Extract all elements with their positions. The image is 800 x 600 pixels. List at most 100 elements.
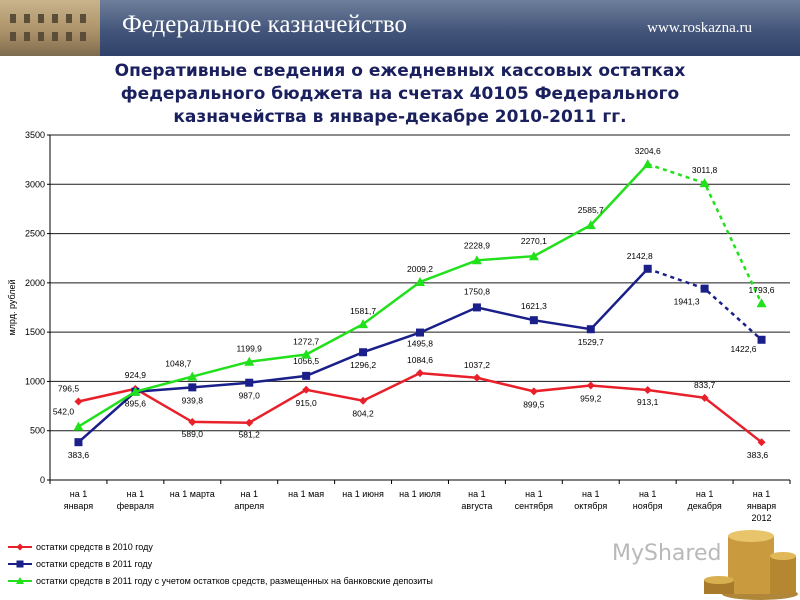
data-point	[188, 383, 197, 392]
data-point	[643, 385, 652, 394]
data-point	[301, 349, 312, 359]
data-label: 1621,3	[521, 301, 547, 311]
data-label: 895,6	[125, 399, 147, 409]
y-tick-label: 3500	[25, 130, 45, 140]
data-label: 1793,6	[749, 285, 775, 295]
data-point	[188, 417, 197, 426]
data-label: 1750,8	[464, 286, 490, 296]
data-label: 2009,2	[407, 264, 433, 274]
coins-image	[704, 530, 798, 600]
y-tick-label: 3000	[25, 179, 45, 189]
data-point	[416, 369, 424, 378]
data-label: 1296,2	[350, 360, 376, 370]
data-point	[359, 396, 368, 405]
data-point	[74, 438, 83, 447]
x-tick-label: на 1	[582, 489, 599, 499]
data-point	[73, 421, 84, 431]
data-point	[187, 371, 198, 381]
data-label: 1495,8	[407, 339, 433, 349]
data-label: 1199,9	[237, 344, 263, 354]
data-label: 2228,9	[464, 240, 490, 250]
y-tick-label: 0	[40, 475, 45, 485]
data-label: 2585,7	[578, 205, 604, 215]
data-point	[586, 381, 595, 390]
data-label: 581,2	[239, 430, 261, 440]
data-point	[245, 418, 254, 427]
data-label: 1037,2	[464, 360, 490, 370]
x-tick-label: на 1	[696, 489, 713, 499]
x-tick-label: октября	[574, 501, 607, 511]
data-label: 1581,7	[350, 306, 376, 316]
data-point	[585, 220, 596, 230]
legend-label: остатки средств в 2011 году с учетом ост…	[36, 576, 433, 586]
x-tick-label: февраля	[117, 501, 154, 511]
x-tick-label: на 1 мая	[288, 489, 324, 499]
data-label: 804,2	[352, 409, 374, 419]
data-point	[472, 303, 481, 312]
x-tick-label: апреля	[234, 501, 264, 511]
x-tick-label: на 1	[240, 489, 257, 499]
x-tick-label: января	[64, 501, 93, 511]
data-label: 589,0	[182, 429, 204, 439]
data-label: 3011,8	[692, 165, 718, 175]
y-tick-label: 2500	[25, 229, 45, 239]
data-label: 383,6	[68, 450, 90, 460]
x-tick-label: декабря	[687, 501, 721, 511]
y-tick-label: 500	[30, 426, 45, 436]
x-tick-label: на 1 марта	[170, 489, 215, 499]
legend-marker	[16, 560, 24, 568]
data-point	[416, 328, 424, 337]
data-label: 924,9	[125, 370, 147, 380]
x-tick-label: августа	[461, 501, 492, 511]
x-tick-label: на 1	[127, 489, 144, 499]
data-point	[699, 178, 710, 188]
x-tick-label: на 1 июля	[399, 489, 441, 499]
building-image	[0, 0, 100, 56]
data-label: 1048,7	[165, 359, 191, 369]
data-label: 542,0	[53, 407, 75, 417]
legend-marker	[16, 577, 24, 584]
data-label: 1272,7	[293, 337, 319, 347]
brand-title: Федеральное казначейство	[122, 11, 407, 38]
x-tick-label: января	[747, 501, 776, 511]
series-line-dashed	[647, 267, 763, 341]
legend-label: остатки средств в 2011 году	[36, 559, 153, 569]
y-tick-label: 2000	[25, 278, 45, 288]
y-axis-label: млрд. рублей	[7, 279, 17, 335]
data-point	[415, 276, 425, 286]
y-tick-label: 1500	[25, 327, 45, 337]
y-tick-label: 1000	[25, 376, 45, 386]
data-point	[528, 251, 539, 261]
data-point	[642, 159, 653, 169]
site-url[interactable]: www.roskazna.ru	[647, 20, 752, 36]
x-tick-label: на 1	[70, 489, 87, 499]
x-tick-label: 2012	[752, 513, 772, 523]
data-label: 3204,6	[635, 146, 661, 156]
data-label: 796,5	[58, 383, 80, 393]
data-point	[130, 386, 141, 396]
data-point	[472, 373, 481, 382]
watermark: MyShared	[612, 541, 722, 566]
data-label: 915,0	[296, 398, 318, 408]
data-label: 2270,1	[521, 236, 547, 246]
legend-label: остатки средств в 2010 году	[36, 542, 153, 552]
data-label: 383,6	[747, 450, 769, 460]
data-label: 899,5	[523, 399, 545, 409]
x-tick-label: на 1	[639, 489, 656, 499]
header-banner: Федеральное казначейство www.roskazna.ru	[0, 0, 800, 56]
data-point	[529, 316, 538, 325]
title-line-2: федерального бюджета на счетах 40105 Фед…	[120, 84, 680, 104]
data-point	[302, 385, 311, 394]
data-point	[245, 378, 254, 387]
data-label: 939,8	[182, 395, 204, 405]
x-tick-label: на 1 июня	[342, 489, 384, 499]
x-tick-label: сентября	[515, 501, 554, 511]
data-label: 2142,8	[627, 251, 653, 261]
x-tick-label: на 1	[753, 489, 770, 499]
data-label: 959,2	[580, 393, 602, 403]
data-label: 1056,5	[293, 356, 319, 366]
data-label: 987,0	[239, 391, 261, 401]
data-point	[358, 319, 369, 329]
legend-marker	[16, 543, 24, 551]
